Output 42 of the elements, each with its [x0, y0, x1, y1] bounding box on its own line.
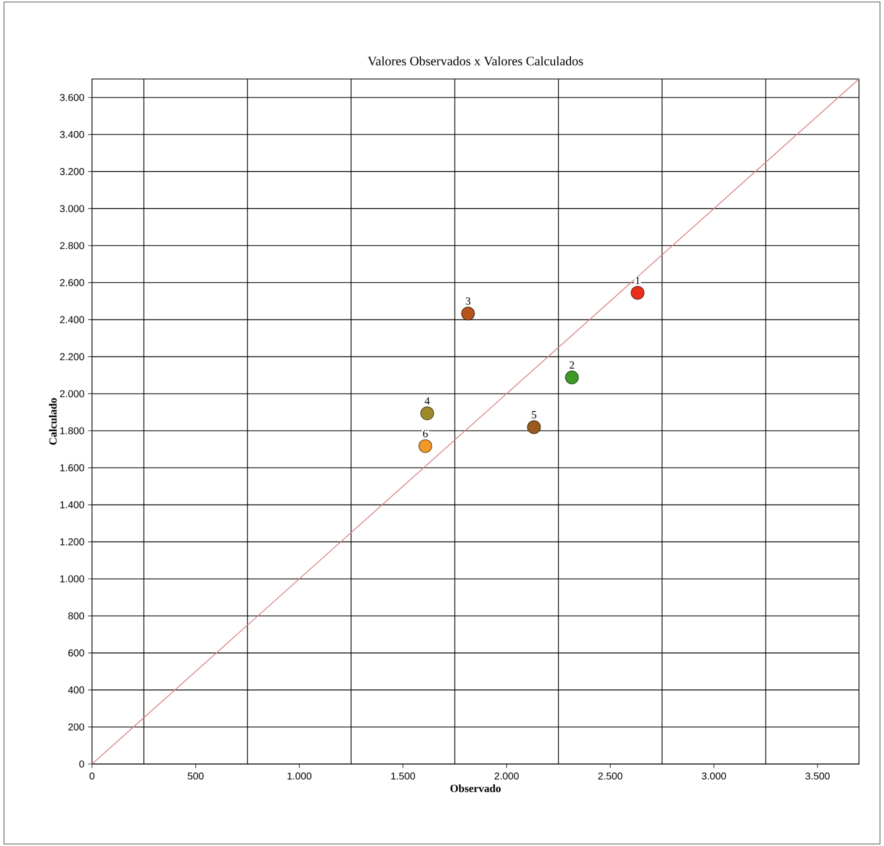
y-tick-label: 2.800 [60, 242, 84, 250]
y-tick-label: 800 [68, 612, 84, 620]
y-tick-label: 2.600 [60, 279, 84, 286]
y-tick-label: 1.400 [60, 501, 84, 508]
annotation: 1 [636, 276, 640, 284]
annotation: 3 [466, 297, 470, 305]
y-tick-label: 2.200 [60, 353, 84, 360]
y-tick-label: 2.400 [60, 316, 84, 324]
x-tick-label: 0 [90, 772, 94, 780]
x-tick-label: 3.000 [702, 772, 726, 780]
annotation: 6 [423, 430, 428, 438]
annotation: 4 [424, 397, 430, 405]
point [420, 406, 434, 420]
x-tick-label: 1.000 [288, 772, 312, 780]
y-tick-label: 600 [68, 649, 84, 656]
y-tick-label: 3.600 [60, 94, 84, 102]
point [418, 439, 432, 453]
annotation: 2 [570, 361, 574, 369]
y-tick-label: 3.200 [60, 168, 84, 176]
x-axis-title: Observado [450, 784, 501, 792]
chart-title: Valores Observados x Valores Calculados [368, 56, 583, 66]
annotation: 5 [532, 411, 536, 418]
y-tick-label: 200 [68, 723, 84, 730]
point [630, 286, 644, 300]
y-tick-label: 3.000 [60, 205, 84, 212]
y-tick-label: 400 [68, 686, 84, 694]
y-tick-label: 0 [79, 760, 84, 768]
x-tick-label: 2.500 [598, 772, 622, 780]
y-tick-label: 1.800 [60, 427, 84, 434]
point [565, 370, 579, 384]
y-tick-label: 1.000 [60, 575, 84, 582]
x-tick-label: 1.500 [391, 772, 416, 780]
y-tick-label: 1.600 [60, 464, 84, 472]
y-axis-title: Calculado [48, 398, 57, 445]
x-tick-label: 500 [188, 772, 204, 780]
x-tick-label: 2.000 [494, 772, 519, 780]
x-tick-label: 3.500 [805, 772, 830, 780]
y-tick-label: 2.000 [60, 390, 84, 398]
y-tick-label: 1.200 [60, 538, 84, 546]
y-tick-label: 3.400 [60, 131, 84, 138]
point [527, 420, 541, 434]
point [461, 306, 475, 320]
